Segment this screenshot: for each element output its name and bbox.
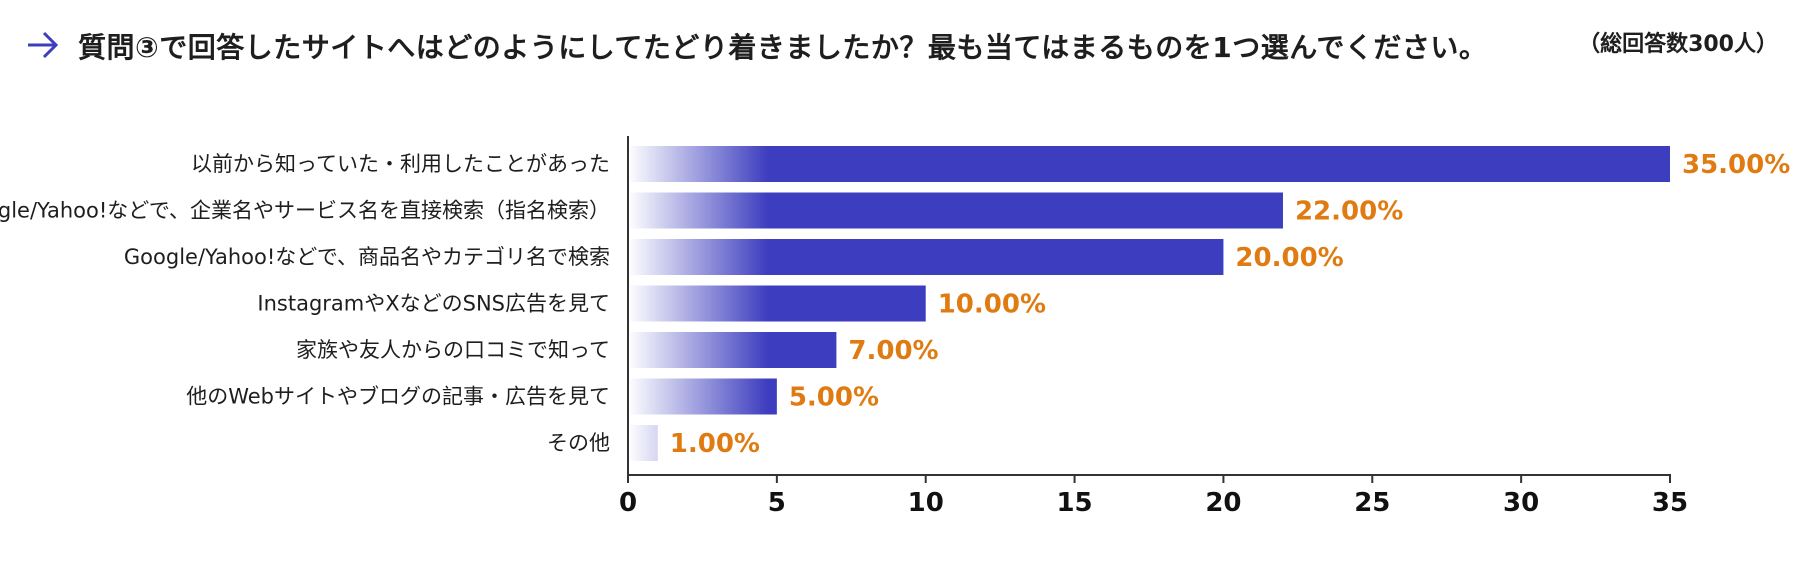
category-label: Google/Yahoo!などで、企業名やサービス名を直接検索（指名検索） (0, 199, 610, 223)
value-label: 5.00% (789, 383, 879, 413)
category-label: 家族や友人からの口コミで知って (296, 338, 610, 362)
bar-5 (630, 332, 837, 368)
value-label: 22.00% (1295, 197, 1403, 227)
respondent-count-note: （総回答数300人） (1578, 32, 1778, 57)
arrow-right-icon (28, 31, 59, 59)
category-label: 他のWebサイトやブログの記事・広告を見て (186, 385, 610, 409)
category-label: その他 (547, 431, 610, 455)
bar-4 (630, 285, 926, 322)
category-label: 以前から知っていた・利用したことがあった (191, 152, 610, 176)
x-tick-label: 20 (1205, 488, 1241, 518)
category-label: Google/Yahoo!などで、商品名やカテゴリ名で検索 (124, 245, 610, 269)
x-tick-label: 5 (768, 488, 786, 518)
value-label: 20.00% (1235, 243, 1343, 273)
x-tick-label: 0 (619, 488, 637, 518)
chart-title: 質問③で回答したサイトへはどのようにしてたどり着きましたか？最も当てはまるものを… (78, 31, 1488, 64)
value-label: 35.00% (1682, 150, 1790, 180)
bar-7 (630, 425, 658, 461)
value-label: 10.00% (938, 290, 1046, 320)
chart-header: 質問③で回答したサイトへはどのようにしてたどり着きましたか？最も当てはまるものを… (0, 0, 1800, 100)
bar-6 (630, 378, 777, 415)
x-tick-label: 30 (1503, 488, 1539, 518)
category-label: InstagramやXなどのSNS広告を見て (257, 292, 610, 316)
value-label: 7.00% (848, 336, 938, 366)
bar-1 (630, 146, 1670, 182)
x-tick-label: 10 (908, 488, 944, 518)
value-label: 1.00% (670, 429, 760, 459)
x-tick-label: 25 (1354, 488, 1390, 518)
bar-3 (630, 239, 1224, 275)
x-tick-label: 35 (1652, 488, 1688, 518)
x-tick-label: 15 (1056, 488, 1092, 518)
bar-2 (630, 192, 1283, 229)
